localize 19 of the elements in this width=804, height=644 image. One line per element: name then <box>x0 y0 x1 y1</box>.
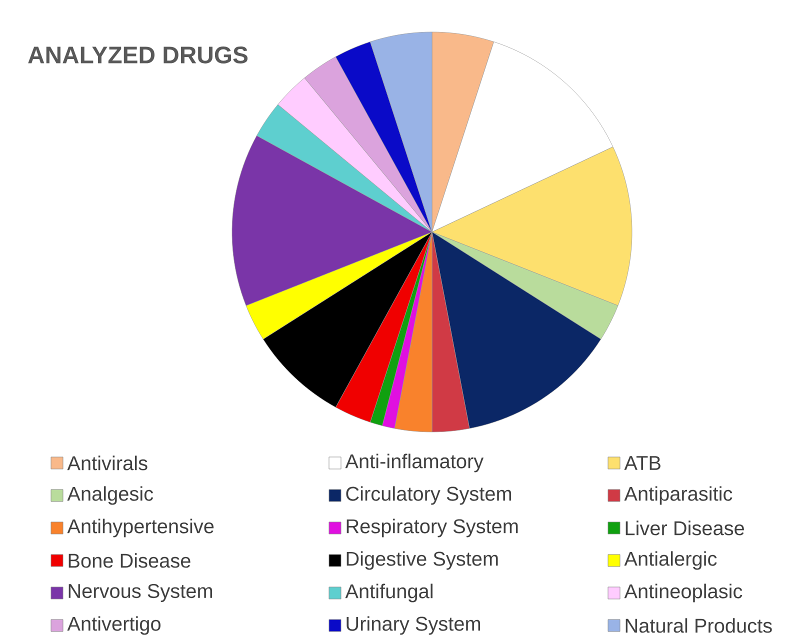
legend-label: Liver Disease <box>626 520 744 536</box>
legend-label: Antifungal <box>345 584 432 602</box>
legend-label: Anti-inflamatory <box>345 454 484 472</box>
legend-label: Analgesic <box>67 486 154 505</box>
legend-label: Antineoplasic <box>624 584 742 602</box>
legend-label: Bone Disease <box>68 553 190 568</box>
legend-label: Antivertigo <box>67 616 160 635</box>
legend-label: Circulatory System <box>346 486 512 505</box>
legend-label: Antiparasitic <box>624 486 732 505</box>
legend-label: Antialergic <box>624 551 717 570</box>
legend-label: Natural Products <box>626 618 772 633</box>
legend-label: Antihypertensive <box>67 518 214 538</box>
legend-label: ATB <box>624 456 660 470</box>
legend-label: Urinary System <box>346 616 480 635</box>
legend-label: Antivirals <box>67 456 148 470</box>
legend-label: Nervous System <box>68 584 212 602</box>
legend-label: Digestive System <box>346 551 498 570</box>
legend-label: Respiratory System <box>346 518 518 538</box>
chart-title: ANALYZED DRUGS <box>28 46 248 64</box>
